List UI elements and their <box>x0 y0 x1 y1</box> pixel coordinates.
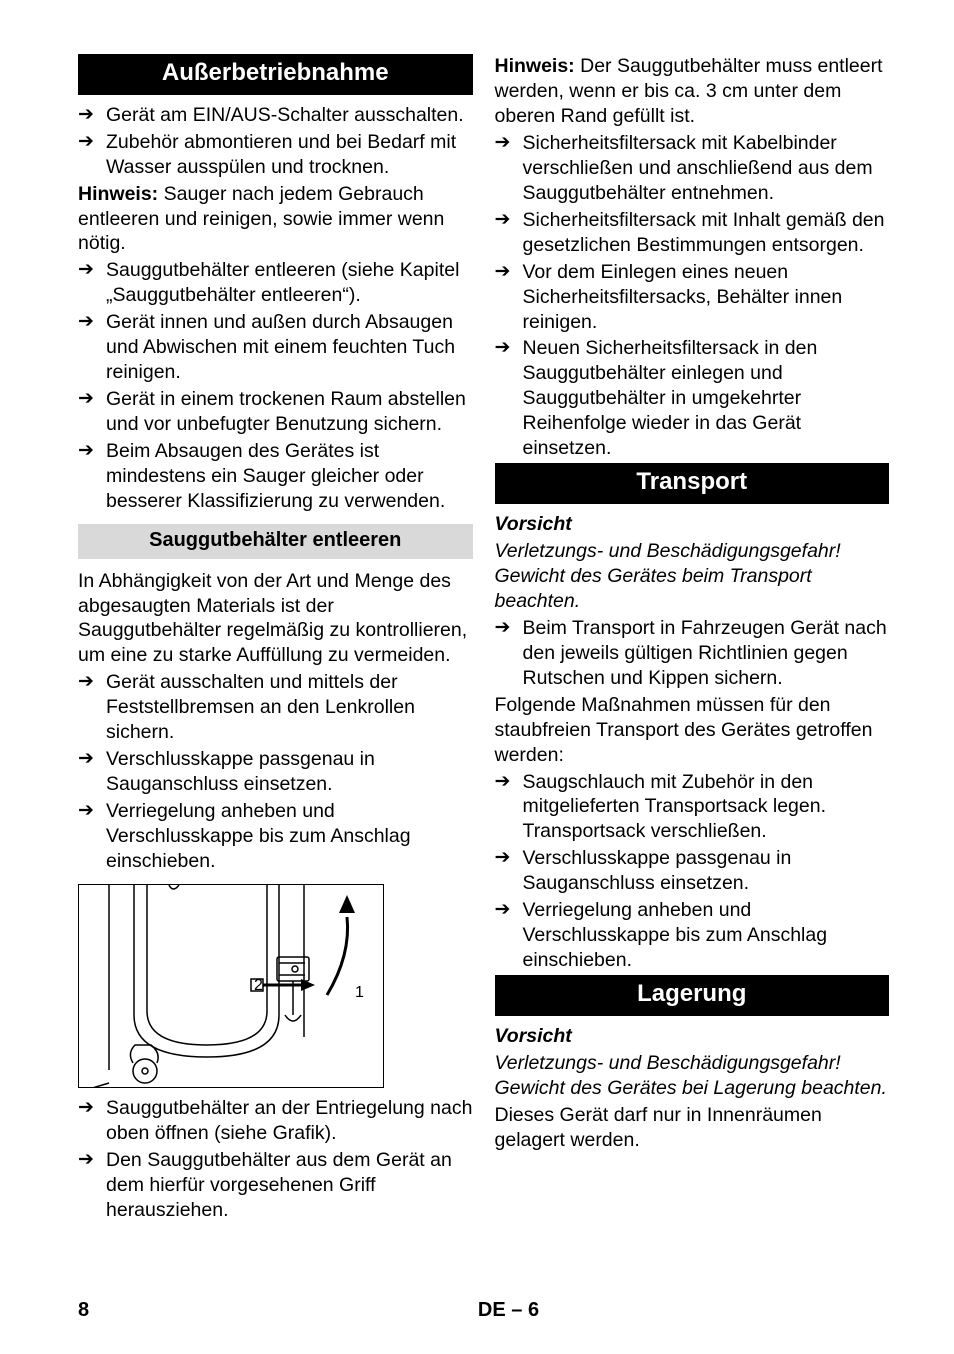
container-diagram-icon: 1 2 <box>79 885 384 1088</box>
transport-list-2: Saugschlauch mit Zubehör in den mitgelie… <box>495 770 890 974</box>
list-item: Beim Absaugen des Gerätes ist mindestens… <box>78 439 473 514</box>
empty-container-list: Gerät ausschalten und mittels der Festst… <box>78 670 473 874</box>
right-column: Hinweis: Der Sauggutbehälter muss entlee… <box>495 54 890 1225</box>
shutdown-note: Hinweis: Sauger nach jedem Gebrauch entl… <box>78 182 473 257</box>
shutdown-list-1: Gerät am EIN/AUS-Schalter ausschalten. Z… <box>78 103 473 180</box>
list-item: Sauggutbehälter entleeren (siehe Kapitel… <box>78 258 473 308</box>
list-item: Gerät am EIN/AUS-Schalter ausschalten. <box>78 103 473 128</box>
list-item: Verschlusskappe passgenau in Sauganschlu… <box>78 747 473 797</box>
diagram-label-2: 2 <box>254 977 263 994</box>
list-item: Gerät in einem trockenen Raum abstellen … <box>78 387 473 437</box>
list-item: Den Sauggutbehälter aus dem Gerät an dem… <box>78 1148 473 1223</box>
diagram-label-1: 1 <box>355 984 364 1001</box>
empty-container-list-2: Sauggutbehälter an der Entriegelung nach… <box>78 1096 473 1223</box>
list-item: Verschlusskappe passgenau in Sauganschlu… <box>495 846 890 896</box>
caution-label: Vorsicht <box>495 512 890 537</box>
page-number: 8 <box>78 1299 128 1322</box>
diagram-container: 1 2 <box>78 884 384 1088</box>
list-item: Verriegelung anheben und Verschlusskappe… <box>495 898 890 973</box>
page-footer: 8 DE – 6 <box>78 1299 889 1322</box>
caution-text: Verletzungs- und Beschädigungsgefahr! Ge… <box>495 1051 890 1101</box>
caution-label: Vorsicht <box>495 1024 890 1049</box>
list-item: Sicherheitsfiltersack mit Kabelbinder ve… <box>495 131 890 206</box>
note-label: Hinweis: <box>495 55 575 77</box>
section-heading-empty-container: Sauggutbehälter entleeren <box>78 524 473 559</box>
list-item: Verriegelung anheben und Verschlusskappe… <box>78 799 473 874</box>
note-label: Hinweis: <box>78 183 158 205</box>
storage-text: Dieses Gerät darf nur in Innenräumen gel… <box>495 1103 890 1153</box>
list-item: Saugschlauch mit Zubehör in den mitgelie… <box>495 770 890 845</box>
transport-list-1: Beim Transport in Fahrzeugen Gerät nach … <box>495 616 890 691</box>
list-item: Gerät innen und außen durch Absaugen und… <box>78 310 473 385</box>
filter-bag-list: Sicherheitsfiltersack mit Kabelbinder ve… <box>495 131 890 461</box>
list-item: Neuen Sicherheitsfiltersack in den Saugg… <box>495 336 890 461</box>
list-item: Sauggutbehälter an der Entriegelung nach… <box>78 1096 473 1146</box>
empty-container-intro: In Abhängigkeit von der Art und Menge de… <box>78 569 473 669</box>
list-item: Zubehör abmontieren und bei Bedarf mit W… <box>78 130 473 180</box>
right-note: Hinweis: Der Sauggutbehälter muss entlee… <box>495 54 890 129</box>
caution-text: Verletzungs- und Beschädigungsgefahr! Ge… <box>495 539 890 614</box>
list-item: Sicherheitsfiltersack mit Inhalt gemäß d… <box>495 208 890 258</box>
shutdown-list-2: Sauggutbehälter entleeren (siehe Kapitel… <box>78 258 473 514</box>
list-item: Gerät ausschalten und mittels der Festst… <box>78 670 473 745</box>
list-item: Vor dem Einlegen eines neuen Sicherheits… <box>495 260 890 335</box>
lang-page: DE – 6 <box>128 1299 889 1322</box>
section-heading-storage: Lagerung <box>495 975 890 1016</box>
transport-intro: Folgende Maßnahmen müssen für den staubf… <box>495 693 890 768</box>
section-heading-transport: Transport <box>495 463 890 504</box>
list-item: Beim Transport in Fahrzeugen Gerät nach … <box>495 616 890 691</box>
left-column: Außerbetriebnahme Gerät am EIN/AUS-Schal… <box>78 54 473 1225</box>
section-heading-shutdown: Außerbetriebnahme <box>78 54 473 95</box>
